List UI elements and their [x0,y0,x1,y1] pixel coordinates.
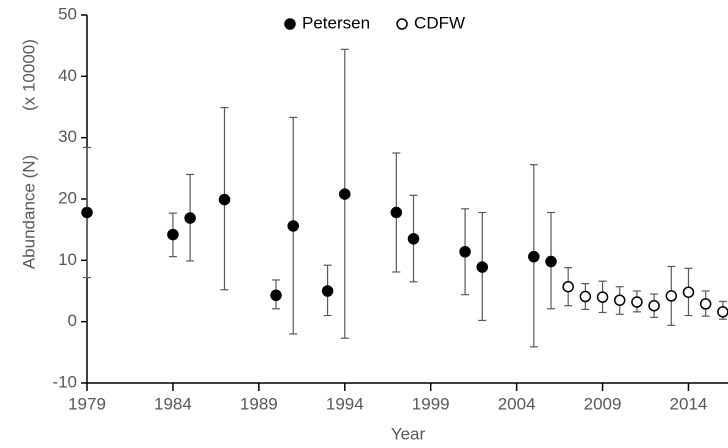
x-tick-label: 1979 [68,394,106,413]
point [631,296,643,308]
y-tick-label: 0 [68,311,77,330]
point [596,291,609,303]
point [528,250,540,263]
point [665,290,678,302]
point [459,245,471,258]
y-tick-label: 40 [58,66,77,85]
point [407,233,420,245]
point [613,294,626,306]
x-tick-label: 1989 [240,394,278,413]
legend-label: CDFW [414,13,465,32]
y-tick-label: 20 [58,188,77,207]
point [390,206,403,219]
y-tick-label: -10 [52,372,77,391]
y-tick-label: 30 [58,127,77,146]
point [682,286,695,298]
x-tick-label: 1994 [326,394,364,413]
x-tick-label: 2014 [670,394,708,413]
x-tick-label: 2009 [584,394,622,413]
x-tick-label: 2004 [498,394,536,413]
y-tick-label: 10 [58,250,77,269]
point [184,212,196,224]
y-axis-label: Abundance (N) [19,155,38,269]
x-tick-label: 1984 [154,394,192,413]
legend-label: Petersen [302,13,370,32]
x-tick-label: 1999 [412,394,450,413]
point [81,206,93,219]
point [579,290,592,303]
x-axis-label: Year [391,424,426,443]
point [545,255,557,268]
point [562,280,574,293]
y-tick-label: 50 [58,4,77,23]
point [167,228,179,241]
point [270,289,282,302]
point [321,285,334,297]
point [717,306,728,318]
y-axis-unit: (x 10000) [19,39,38,111]
point [476,261,489,273]
point [218,193,231,206]
legend-marker [396,18,408,30]
point [287,220,299,232]
point [699,298,712,310]
point [648,299,660,312]
legend-marker [284,18,296,30]
point [339,188,351,200]
